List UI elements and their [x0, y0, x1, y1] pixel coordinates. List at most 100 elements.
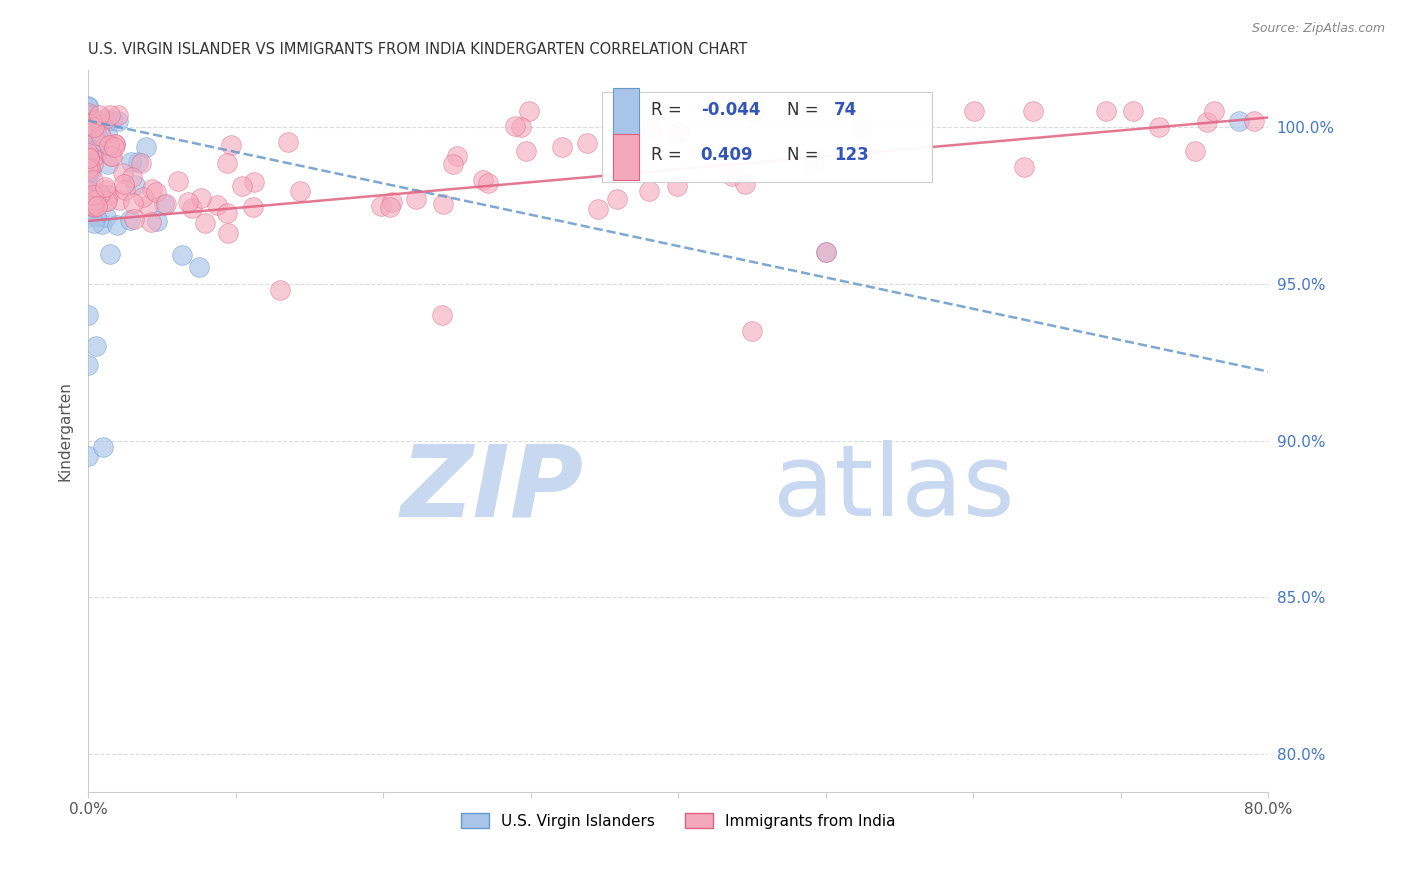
Point	[167, 174, 190, 188]
Point	[380, 200, 402, 214]
Point	[82, 157, 104, 171]
Point	[77, 124, 100, 138]
Point	[503, 119, 526, 133]
Point	[551, 140, 574, 154]
Point	[77, 186, 100, 201]
Point	[80, 164, 103, 178]
Point	[814, 245, 837, 260]
Point	[721, 169, 744, 184]
Point	[432, 197, 454, 211]
Point	[77, 207, 100, 221]
Point	[89, 126, 111, 140]
Point	[145, 185, 167, 199]
Point	[77, 155, 100, 169]
Point	[100, 149, 122, 163]
Point	[77, 185, 100, 199]
Point	[215, 156, 238, 170]
Point	[87, 192, 110, 206]
Point	[77, 141, 100, 155]
Point	[84, 339, 107, 353]
Point	[87, 108, 110, 122]
Point	[1147, 120, 1170, 134]
Point	[121, 169, 143, 184]
Point	[803, 156, 825, 170]
Point	[83, 200, 105, 214]
Point	[111, 166, 134, 180]
Point	[77, 111, 100, 125]
Point	[94, 112, 117, 126]
Point	[77, 194, 100, 209]
Point	[668, 125, 690, 139]
Point	[77, 184, 100, 198]
Point	[586, 202, 609, 216]
Text: 74: 74	[834, 101, 858, 120]
Point	[170, 248, 193, 262]
Point	[93, 179, 115, 194]
Text: atlas: atlas	[773, 441, 1014, 537]
Point	[79, 161, 101, 175]
Point	[1243, 113, 1265, 128]
Point	[84, 134, 107, 148]
FancyBboxPatch shape	[602, 92, 932, 182]
Point	[79, 117, 101, 131]
Point	[1202, 104, 1225, 119]
Point	[188, 260, 211, 274]
Point	[606, 192, 628, 206]
Point	[129, 156, 152, 170]
Point	[84, 210, 107, 224]
Point	[94, 211, 117, 225]
Point	[441, 157, 464, 171]
Point	[83, 143, 105, 157]
Point	[104, 137, 127, 152]
Point	[77, 100, 100, 114]
Point	[86, 193, 108, 207]
Point	[77, 196, 100, 211]
Point	[107, 114, 129, 128]
Point	[86, 128, 108, 142]
Text: R =: R =	[651, 101, 682, 120]
Point	[97, 157, 120, 171]
Point	[221, 138, 243, 153]
Point	[1095, 104, 1118, 119]
Text: -0.044: -0.044	[700, 101, 761, 120]
Point	[471, 173, 494, 187]
Point	[82, 187, 104, 202]
Point	[1227, 113, 1250, 128]
Point	[205, 198, 228, 212]
Point	[97, 188, 120, 202]
Point	[405, 192, 427, 206]
Point	[181, 201, 204, 215]
Point	[194, 216, 217, 230]
Point	[432, 308, 454, 322]
Text: 123: 123	[834, 146, 869, 164]
Point	[190, 191, 212, 205]
Point	[121, 196, 143, 211]
Point	[120, 155, 142, 169]
Point	[77, 193, 100, 207]
Point	[146, 214, 169, 228]
Point	[77, 105, 100, 120]
Point	[100, 247, 122, 261]
Point	[82, 172, 104, 186]
Point	[139, 214, 162, 228]
Text: Source: ZipAtlas.com: Source: ZipAtlas.com	[1251, 22, 1385, 36]
Point	[135, 140, 157, 154]
Bar	[613, 134, 640, 180]
Point	[637, 184, 659, 198]
Point	[94, 194, 117, 208]
Point	[104, 136, 127, 151]
Point	[82, 151, 104, 165]
Point	[963, 104, 986, 119]
Point	[77, 183, 100, 197]
Point	[370, 199, 392, 213]
Point	[77, 108, 100, 122]
Point	[77, 200, 100, 214]
Point	[87, 191, 110, 205]
Point	[84, 113, 107, 128]
Legend: U.S. Virgin Islanders, Immigrants from India: U.S. Virgin Islanders, Immigrants from I…	[456, 806, 901, 835]
Point	[1012, 161, 1035, 175]
Point	[83, 120, 105, 135]
Point	[136, 197, 159, 211]
Point	[77, 99, 100, 113]
Point	[155, 197, 177, 211]
